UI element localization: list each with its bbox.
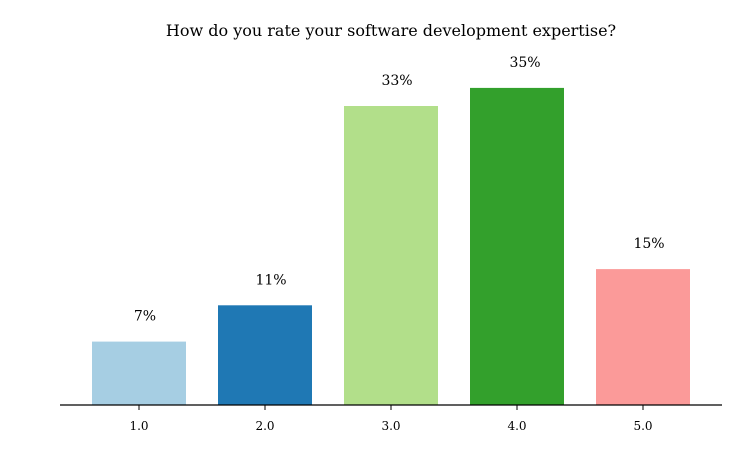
x-tick-label-5.0: 5.0 — [633, 419, 652, 433]
x-tick-label-1.0: 1.0 — [129, 419, 148, 433]
data-label-2.0: 11% — [255, 272, 286, 288]
bar-3.0 — [344, 106, 438, 405]
x-tick-label-4.0: 4.0 — [507, 419, 526, 433]
bar-4.0 — [470, 87, 564, 406]
chart-title: How do you rate your software developmen… — [166, 21, 616, 40]
x-tick-label-2.0: 2.0 — [255, 419, 274, 433]
data-label-1.0: 7% — [134, 309, 156, 325]
x-ticks-group: 1.0 2.0 3.0 4.0 5.0 — [129, 405, 653, 433]
x-tick-label-3.0: 3.0 — [381, 419, 400, 433]
data-label-4.0: 35% — [509, 55, 540, 71]
data-labels-group: 7% 11% 33% 35% 15% — [134, 55, 665, 325]
bar-5.0 — [596, 269, 690, 405]
bar-1.0 — [92, 341, 186, 405]
data-label-3.0: 33% — [381, 73, 412, 89]
data-label-5.0: 15% — [633, 236, 664, 252]
bars-group — [92, 87, 690, 406]
bar-2.0 — [218, 305, 312, 405]
